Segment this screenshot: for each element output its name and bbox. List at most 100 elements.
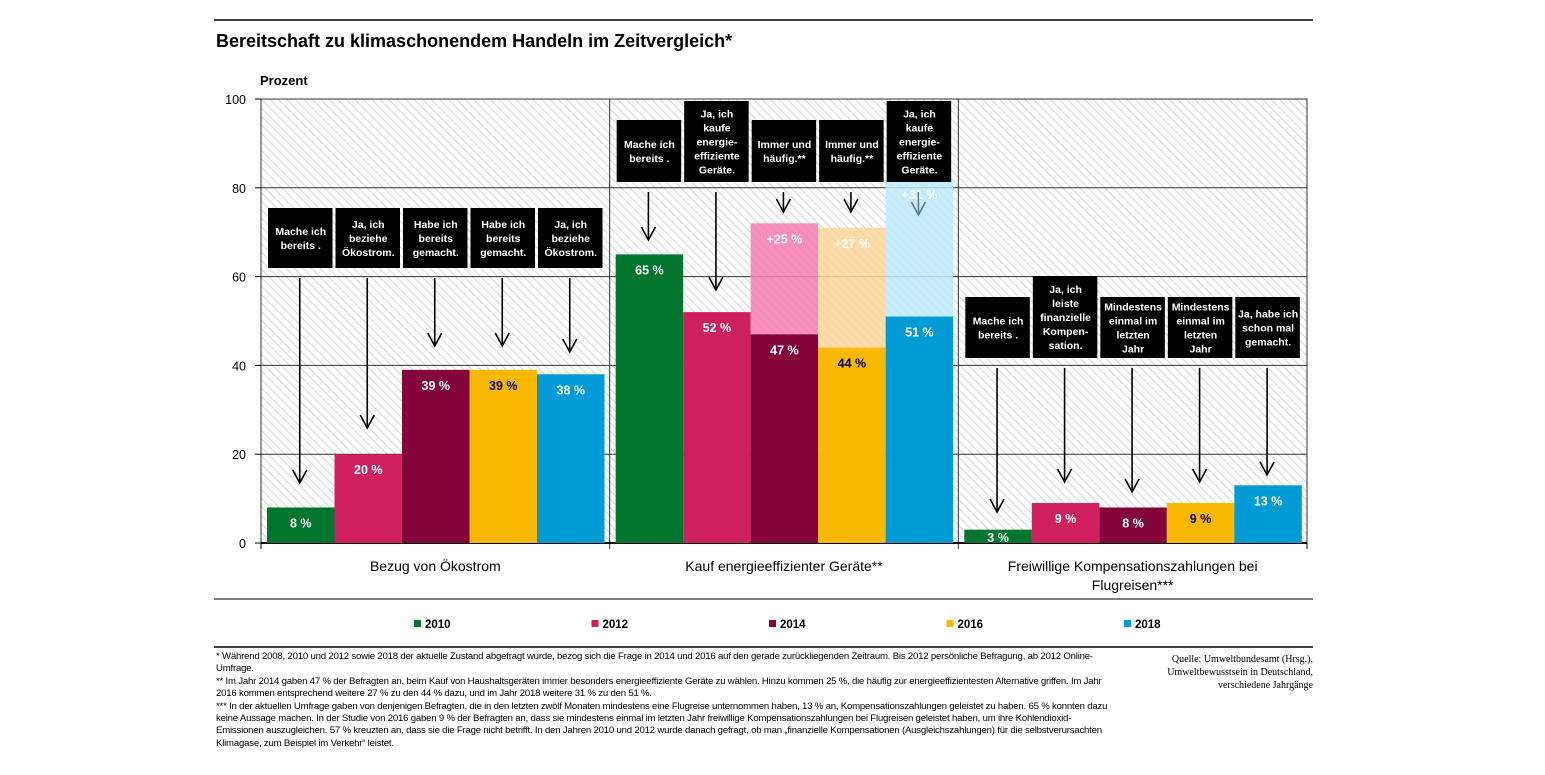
source-line: verschiedene Jahrgänge: [1217, 680, 1313, 691]
callout-line: bereits: [486, 233, 521, 245]
callout-text: Mache ich bereits .: [973, 316, 1024, 342]
bar-value-label: 8 %: [1122, 516, 1144, 530]
y-tick-label: 80: [232, 182, 246, 196]
footnote-2: ** Im Jahr 2014 gaben 47 % der Befragten…: [216, 675, 1102, 700]
callout-line: effiziente: [897, 151, 943, 163]
bar-2016: [818, 347, 886, 543]
bar-additional-2014: [750, 223, 819, 335]
callout-text: Mindestens einmal im letzten Jahr: [1104, 302, 1162, 356]
footnotes: * Während 2008, 2010 und 2012 sowie 2018…: [216, 651, 1116, 750]
bar-2014: [1099, 507, 1167, 543]
callout-line: energie-: [899, 137, 940, 149]
source-line: Quelle: Umweltbundesamt (Hrsg.),: [1171, 654, 1313, 665]
callout-line: häufig.**: [763, 153, 806, 165]
arrow-head-icon: [1259, 461, 1275, 477]
callout-box: [538, 208, 603, 268]
callout-line: letzten: [1184, 330, 1217, 342]
y-tick-label: 40: [232, 359, 246, 373]
y-tick-label: 0: [239, 537, 246, 551]
bar-value-label: 47 %: [770, 343, 799, 357]
callout-box: [470, 208, 535, 268]
arrow-head-icon: [1191, 468, 1208, 484]
bar-additional-2016: [818, 227, 886, 348]
bar-2012: [1031, 503, 1100, 543]
callout-text: Mindestens einmal im letzten Jahr: [1172, 302, 1230, 356]
bar-2012: [683, 312, 751, 543]
callout-line: beziehe: [551, 233, 590, 245]
callout-text: Ja, ich beziehe Ökostrom.: [544, 219, 597, 259]
bar-2012: [334, 454, 402, 543]
chart-title: Bereitschaft zu klimaschonendem Handeln …: [216, 31, 732, 51]
arrow-head-icon: [708, 276, 724, 292]
legend-swatch-2016: [946, 620, 954, 627]
callout-line: Ja, ich: [554, 219, 587, 231]
callout-box: [403, 208, 468, 268]
callout-line: bereits .: [629, 153, 669, 165]
arrow-head-icon: [1124, 478, 1140, 494]
source-line: Umweltbewusstsein in Deutschland,: [1167, 667, 1313, 678]
bar-2014: [750, 334, 819, 543]
bar-value-label: 20 %: [354, 463, 383, 477]
callout-text: Ja, ich beziehe Ökostrom.: [342, 219, 395, 259]
callout-box: [965, 297, 1030, 358]
callout-line: Mache ich: [973, 316, 1024, 328]
arrow-head-icon: [292, 469, 308, 485]
callout-line: Geräte.: [901, 165, 937, 177]
callout-line: kaufe: [703, 123, 731, 135]
callout-line: kaufe: [906, 123, 934, 135]
bar-value-label: 51 %: [905, 326, 934, 340]
callout-box: [1032, 276, 1098, 358]
legend-swatch-2010: [414, 620, 421, 627]
legend-label: 2010: [425, 619, 451, 631]
callout-line: beziehe: [349, 233, 388, 245]
callout-line: Jahr: [1189, 344, 1211, 356]
callout-line: Mindestens: [1172, 302, 1230, 314]
callout-line: Ökostrom.: [342, 246, 395, 259]
category-label-line: Bezug von Ökostrom: [370, 557, 501, 574]
bar-value-label: 8 %: [290, 516, 312, 530]
callout-line: Ja, ich: [352, 219, 385, 231]
category-label-line: Flugreisen***: [1092, 577, 1174, 593]
x-category-label: Kauf energieeffizienter Geräte**: [685, 558, 883, 574]
callout-line: effiziente: [694, 151, 740, 163]
callout-box: [335, 208, 400, 268]
callout-line: schon mal: [1242, 323, 1294, 335]
arrow-head-icon: [640, 226, 657, 242]
callout-box: [1100, 297, 1165, 358]
bar-value-label: 65 %: [635, 263, 664, 277]
legend-label: 2016: [958, 619, 984, 631]
x-category-label: Bezug von Ökostrom: [370, 557, 501, 574]
bar-value-label: 39 %: [489, 379, 518, 393]
callout-line: leiste: [1052, 298, 1079, 310]
callout-text: Mache ich bereits .: [275, 226, 326, 252]
callout-line: gemacht.: [1245, 337, 1291, 349]
arrow-head-icon: [494, 332, 510, 348]
footnote-3: *** In der aktuellen Umfrage gaben von d…: [216, 700, 1108, 749]
callout-line: gemacht.: [413, 247, 459, 259]
callout-line: Mache ich: [624, 139, 675, 151]
bar-additional-2018: [885, 178, 954, 317]
callout-line: bereits .: [978, 330, 1018, 342]
y-tick-label: 100: [225, 93, 246, 107]
arrow-head-icon: [910, 201, 927, 217]
bar-2018: [885, 316, 954, 543]
bar-additional-label: +25 %: [767, 232, 803, 246]
bar-2010: [964, 529, 1032, 543]
bar-value-label: 38 %: [557, 383, 586, 397]
callout-line: Habe ich: [414, 219, 458, 231]
bar-2016: [1166, 503, 1235, 543]
bar-2016: [469, 369, 537, 543]
callout-line: häufig.**: [831, 153, 874, 165]
callout-text: Ja, ich kaufe energie-effiziente Geräte.: [694, 109, 740, 177]
callout-text: Habe ich bereits gemacht.: [413, 219, 459, 259]
callout-line: Mache ich: [275, 226, 326, 238]
arrow-head-icon: [359, 414, 375, 430]
bar-value-label: 44 %: [838, 357, 867, 371]
category-label-line: Kauf energieeffizienter Geräte**: [685, 558, 883, 574]
bar-value-label: 52 %: [703, 321, 732, 335]
callout-line: Mindestens: [1104, 302, 1162, 314]
callout-line: energie-: [696, 137, 737, 149]
callout-box: [1167, 297, 1233, 358]
